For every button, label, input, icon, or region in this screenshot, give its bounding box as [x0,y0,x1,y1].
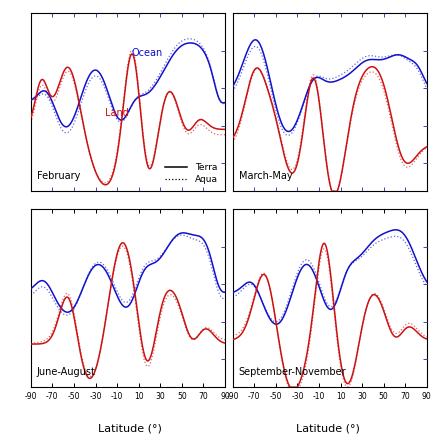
Legend: Terra, Aqua: Terra, Aqua [162,161,220,187]
Text: June-August: June-August [37,367,95,377]
Text: February: February [37,171,80,180]
Text: Land: Land [105,109,128,118]
Text: Latitude (°): Latitude (°) [296,423,360,433]
Text: March-May: March-May [238,171,292,180]
Text: Ocean: Ocean [132,48,163,58]
Text: September-November: September-November [238,367,346,377]
Text: Latitude (°): Latitude (°) [98,423,162,433]
